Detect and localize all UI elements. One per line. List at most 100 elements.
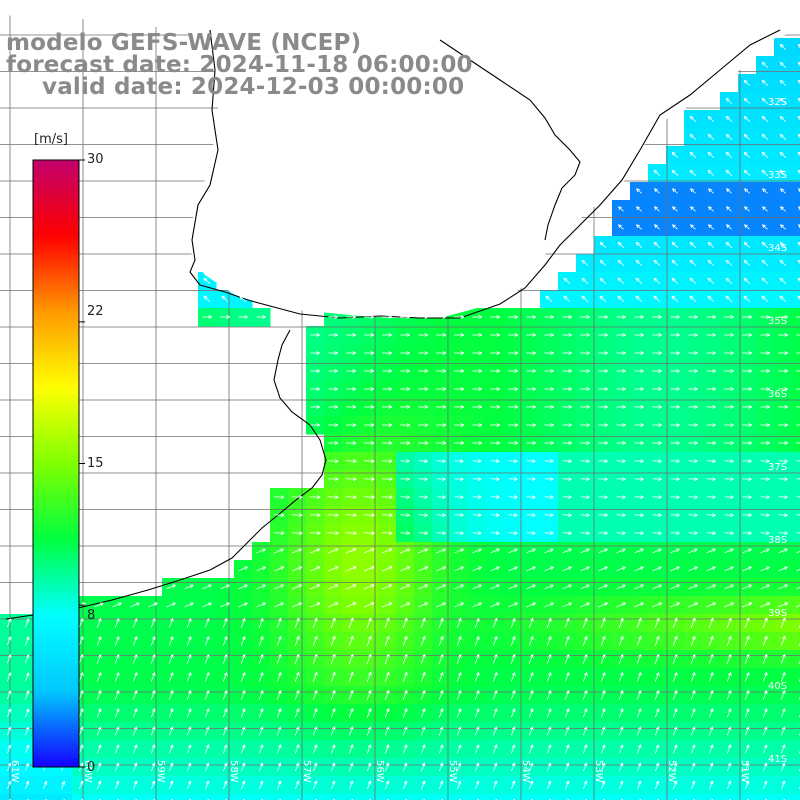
wind-arrow — [652, 405, 662, 409]
wind-arrow — [761, 151, 769, 158]
wind-arrow — [654, 224, 660, 230]
wind-arrow — [436, 351, 447, 355]
wind-arrow — [743, 259, 751, 267]
wind-arrow — [761, 241, 769, 248]
wind-arrow — [724, 315, 734, 319]
lon-label: 51W — [739, 760, 750, 783]
wind-arrow — [708, 188, 714, 194]
wind-arrow — [689, 295, 697, 303]
wind-arrow — [563, 277, 571, 285]
wind-arrow — [670, 333, 680, 337]
wind-arrow — [761, 295, 769, 303]
wind-arrow — [436, 315, 447, 319]
field-cell — [792, 452, 800, 471]
wind-arrow — [726, 206, 732, 212]
wind-arrow — [526, 333, 536, 337]
wind-arrow — [436, 333, 447, 337]
wind-arrow — [672, 206, 678, 212]
wind-arrow — [634, 405, 644, 409]
wind-arrow — [743, 115, 751, 122]
lat-label: 36S — [768, 389, 787, 400]
field-cell — [792, 416, 800, 435]
lon-label: 59W — [155, 760, 166, 783]
wind-arrow — [778, 315, 788, 319]
field-cell — [792, 650, 800, 669]
field-cell — [468, 794, 487, 800]
wind-arrow — [508, 369, 519, 373]
wind-arrow — [400, 387, 411, 391]
wind-arrow — [796, 334, 800, 336]
wind-arrow — [238, 315, 248, 319]
field-cell — [792, 308, 800, 327]
wind-arrow — [779, 80, 787, 86]
wind-arrow — [580, 333, 590, 337]
field-cell — [90, 794, 109, 800]
field-cell — [306, 794, 325, 800]
wind-arrow — [780, 188, 786, 194]
wind-arrow — [760, 405, 770, 409]
wind-arrow — [707, 295, 715, 303]
wind-arrow — [762, 206, 768, 212]
wind-arrow — [598, 315, 608, 319]
wind-arrow — [634, 351, 644, 355]
wind-arrow — [670, 387, 680, 391]
wind-arrow — [526, 405, 536, 409]
wind-arrow — [671, 169, 679, 177]
wind-arrow — [526, 387, 536, 391]
lat-label: 40S — [768, 681, 787, 692]
field-cell — [540, 794, 559, 800]
wind-arrow — [707, 115, 715, 122]
field-cell — [792, 398, 800, 417]
wind-arrow — [725, 169, 733, 177]
wind-arrow — [328, 423, 339, 427]
wind-arrow — [706, 405, 716, 409]
wind-arrow — [418, 387, 429, 391]
field-cell — [792, 614, 800, 633]
wind-arrow — [436, 369, 447, 373]
wind-arrow — [796, 316, 800, 318]
wind-arrow — [617, 259, 625, 267]
wind-arrow — [742, 351, 752, 355]
wind-arrow — [743, 97, 751, 104]
wind-arrow — [725, 133, 733, 140]
wind-arrow — [490, 315, 501, 319]
field-cell — [342, 794, 361, 800]
wind-arrow — [400, 315, 410, 319]
field-cell — [198, 794, 217, 800]
wind-arrow — [346, 315, 356, 319]
wind-arrow — [670, 405, 680, 409]
wind-arrow — [743, 169, 751, 177]
wind-arrow — [688, 387, 698, 391]
field-cell — [792, 164, 800, 183]
field-cell — [0, 794, 19, 800]
wind-arrow — [618, 206, 624, 212]
wind-arrow — [346, 369, 356, 373]
wind-arrow — [544, 333, 554, 337]
colorbar-tick-0: 0 — [87, 760, 96, 775]
wind-arrow — [742, 369, 752, 373]
field-cell — [144, 794, 163, 800]
colorbar — [32, 159, 85, 768]
colorbar-tick-30: 30 — [87, 152, 104, 167]
field-cell — [720, 794, 739, 800]
coast-line — [189, 29, 781, 319]
field-cell — [792, 524, 800, 543]
wind-arrow — [580, 369, 590, 373]
wind-arrow — [617, 277, 625, 285]
wind-arrow — [761, 62, 769, 68]
wind-arrow — [778, 369, 788, 373]
field-cell — [432, 794, 451, 800]
wind-arrow — [490, 405, 501, 409]
wind-arrow — [653, 241, 661, 248]
field-cell — [738, 794, 757, 800]
wind-arrow — [761, 259, 769, 267]
field-cell — [324, 794, 343, 800]
field-cell — [792, 182, 800, 201]
wind-arrow — [454, 405, 465, 409]
lat-label: 32S — [768, 97, 787, 108]
wind-arrow — [653, 259, 661, 267]
wind-arrow — [635, 259, 643, 267]
wind-arrow — [346, 405, 357, 409]
wind-arrow — [779, 277, 787, 285]
